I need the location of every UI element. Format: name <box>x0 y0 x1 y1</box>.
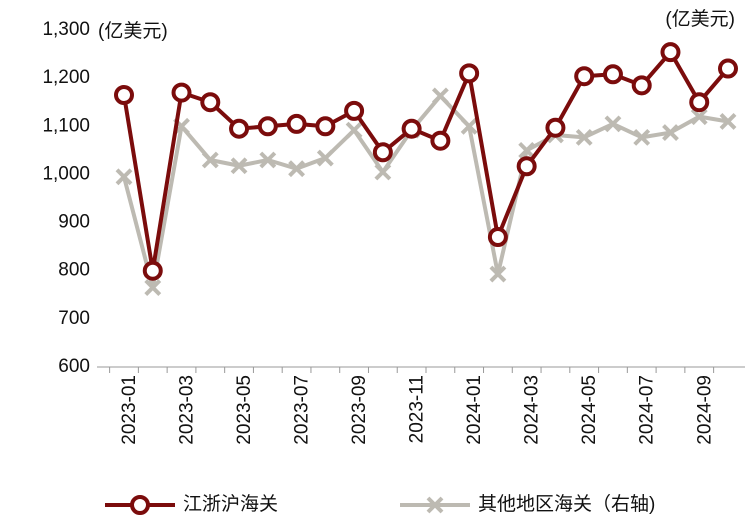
x-tick-label: 2023-09 <box>349 375 370 445</box>
legend-label: 江浙沪海关 <box>183 493 278 515</box>
point <box>374 163 392 181</box>
point <box>487 227 508 248</box>
point <box>315 116 336 137</box>
y-tick-label: 1,000 <box>42 163 90 184</box>
y-tick-label: 1,200 <box>42 67 90 88</box>
point <box>316 149 334 167</box>
point <box>662 124 679 141</box>
point <box>142 260 163 281</box>
point <box>518 141 536 159</box>
point <box>431 87 449 105</box>
series-line <box>122 50 730 273</box>
point <box>344 100 365 121</box>
point <box>631 75 652 96</box>
y-tick-label: 900 <box>58 212 90 233</box>
point <box>459 63 480 84</box>
x-tick-label: 2024-01 <box>464 375 485 445</box>
point <box>489 265 507 283</box>
point <box>545 117 566 138</box>
point <box>604 115 622 133</box>
y-tick-label: 600 <box>58 356 90 377</box>
y-axis-label: (亿美元) <box>98 20 168 42</box>
y-tick-label: 1,100 <box>42 115 90 136</box>
x-tick-label: 2023-11 <box>407 375 428 443</box>
point <box>460 117 478 135</box>
point <box>144 279 162 296</box>
point <box>230 157 248 175</box>
point <box>286 113 307 134</box>
point <box>171 82 192 103</box>
point <box>257 116 278 137</box>
x-tick-label: 2024-05 <box>579 375 600 445</box>
point <box>718 58 738 79</box>
y-tick-label: 800 <box>58 260 90 281</box>
legend-marker <box>426 496 444 514</box>
point <box>633 128 651 146</box>
legend-marker <box>130 495 150 515</box>
point <box>372 142 393 163</box>
y2-axis-label: (亿美元) <box>665 8 735 30</box>
x-tick-label: 2023-01 <box>119 375 140 445</box>
point <box>575 128 593 146</box>
point <box>574 66 595 87</box>
point <box>200 92 221 113</box>
point <box>345 121 363 139</box>
x-tick-label: 2023-07 <box>292 375 313 445</box>
series-line <box>122 93 729 290</box>
x-tick-label: 2024-03 <box>522 375 543 445</box>
point <box>259 151 277 169</box>
point <box>288 160 305 178</box>
x-tick-label: 2023-03 <box>177 375 198 445</box>
point <box>401 118 422 139</box>
point <box>516 156 537 177</box>
x-tick-label: 2023-05 <box>234 375 255 445</box>
y-tick-label: 700 <box>58 308 90 329</box>
x-tick-label: 2024-09 <box>694 375 715 445</box>
point <box>602 64 623 85</box>
legend-label: 其他地区海关（右轴) <box>478 493 655 515</box>
point <box>201 151 219 169</box>
point <box>689 92 710 113</box>
point <box>229 118 250 139</box>
point <box>660 42 681 63</box>
point <box>690 108 708 126</box>
y-tick-label: 1,300 <box>42 19 90 40</box>
point <box>114 84 134 105</box>
point <box>719 113 737 130</box>
x-tick-label: 2024-07 <box>637 375 658 445</box>
point <box>430 130 451 151</box>
point <box>115 168 133 186</box>
